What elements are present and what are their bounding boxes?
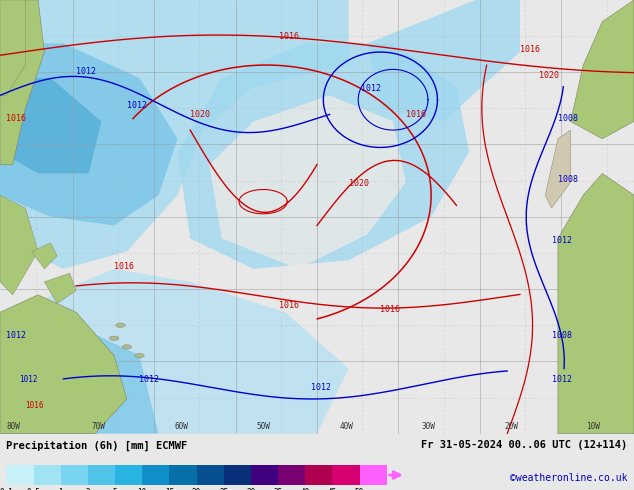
Text: 1012: 1012 (127, 101, 147, 110)
Text: 40W: 40W (339, 422, 353, 432)
Polygon shape (0, 269, 349, 434)
Bar (278, 465, 305, 486)
Bar (251, 465, 278, 486)
Text: 0.1: 0.1 (0, 489, 13, 490)
Text: 1016: 1016 (406, 110, 426, 119)
Text: 1: 1 (58, 489, 63, 490)
Text: 1016: 1016 (279, 301, 299, 310)
Text: 40: 40 (301, 489, 310, 490)
Text: 25: 25 (219, 489, 228, 490)
Polygon shape (0, 295, 127, 434)
Ellipse shape (109, 336, 119, 341)
Text: 1016: 1016 (279, 32, 299, 41)
Text: 70W: 70W (92, 422, 106, 432)
Text: 1016: 1016 (6, 115, 27, 123)
Bar (224, 465, 251, 486)
Bar (305, 465, 332, 486)
Text: 1020: 1020 (190, 110, 210, 119)
Polygon shape (0, 0, 349, 269)
Text: 1012: 1012 (552, 375, 572, 384)
Text: 1012: 1012 (6, 331, 27, 340)
Text: 10W: 10W (586, 422, 600, 432)
Text: 1012: 1012 (76, 67, 96, 76)
Text: 20: 20 (192, 489, 201, 490)
Text: 30W: 30W (422, 422, 436, 432)
Polygon shape (32, 243, 57, 269)
Bar (6, 465, 34, 486)
Bar (34, 465, 61, 486)
Text: Fr 31-05-2024 00..06 UTC (12+114): Fr 31-05-2024 00..06 UTC (12+114) (422, 441, 628, 450)
Bar (169, 465, 197, 486)
Polygon shape (0, 0, 25, 96)
Bar (61, 465, 88, 486)
Text: 1012: 1012 (311, 383, 331, 392)
Polygon shape (545, 130, 571, 208)
Text: 30: 30 (246, 489, 256, 490)
Polygon shape (0, 195, 38, 295)
Text: 45: 45 (328, 489, 337, 490)
Polygon shape (209, 96, 406, 269)
Text: 60W: 60W (174, 422, 188, 432)
Text: 1012: 1012 (361, 84, 382, 93)
Polygon shape (558, 173, 634, 434)
Bar (142, 465, 169, 486)
Ellipse shape (116, 323, 126, 327)
Bar (332, 465, 359, 486)
Bar (88, 465, 115, 486)
Text: 35: 35 (273, 489, 283, 490)
Text: 50W: 50W (257, 422, 271, 432)
Text: 1016: 1016 (25, 401, 44, 410)
Ellipse shape (134, 353, 144, 358)
Text: 1016: 1016 (380, 305, 401, 314)
Polygon shape (0, 0, 44, 165)
Text: 0.5: 0.5 (27, 489, 41, 490)
Text: 1008: 1008 (558, 115, 578, 123)
Polygon shape (0, 78, 101, 173)
Text: 20W: 20W (504, 422, 518, 432)
Text: ©weatheronline.co.uk: ©weatheronline.co.uk (510, 473, 628, 483)
Text: 1008: 1008 (552, 331, 572, 340)
Text: 1020: 1020 (539, 71, 559, 80)
Polygon shape (44, 273, 76, 304)
Bar (359, 465, 387, 486)
Text: 1012: 1012 (19, 375, 37, 384)
Text: Precipitation (6h) [mm] ECMWF: Precipitation (6h) [mm] ECMWF (6, 441, 188, 451)
Text: 1012: 1012 (552, 236, 572, 245)
Text: 2: 2 (86, 489, 90, 490)
Text: 1012: 1012 (139, 375, 160, 384)
Text: 1016: 1016 (520, 45, 540, 54)
Text: 50: 50 (355, 489, 364, 490)
Bar (115, 465, 142, 486)
Text: 10: 10 (138, 489, 147, 490)
Polygon shape (571, 0, 634, 139)
Text: 1020: 1020 (349, 179, 369, 189)
Text: 1016: 1016 (114, 262, 134, 271)
Bar (197, 465, 224, 486)
Polygon shape (0, 44, 178, 225)
Polygon shape (0, 325, 158, 434)
Ellipse shape (122, 345, 132, 349)
Text: 15: 15 (165, 489, 174, 490)
Text: 1008: 1008 (558, 175, 578, 184)
Polygon shape (368, 0, 520, 122)
Polygon shape (178, 44, 469, 269)
Text: 5: 5 (113, 489, 117, 490)
Text: 80W: 80W (6, 422, 20, 432)
